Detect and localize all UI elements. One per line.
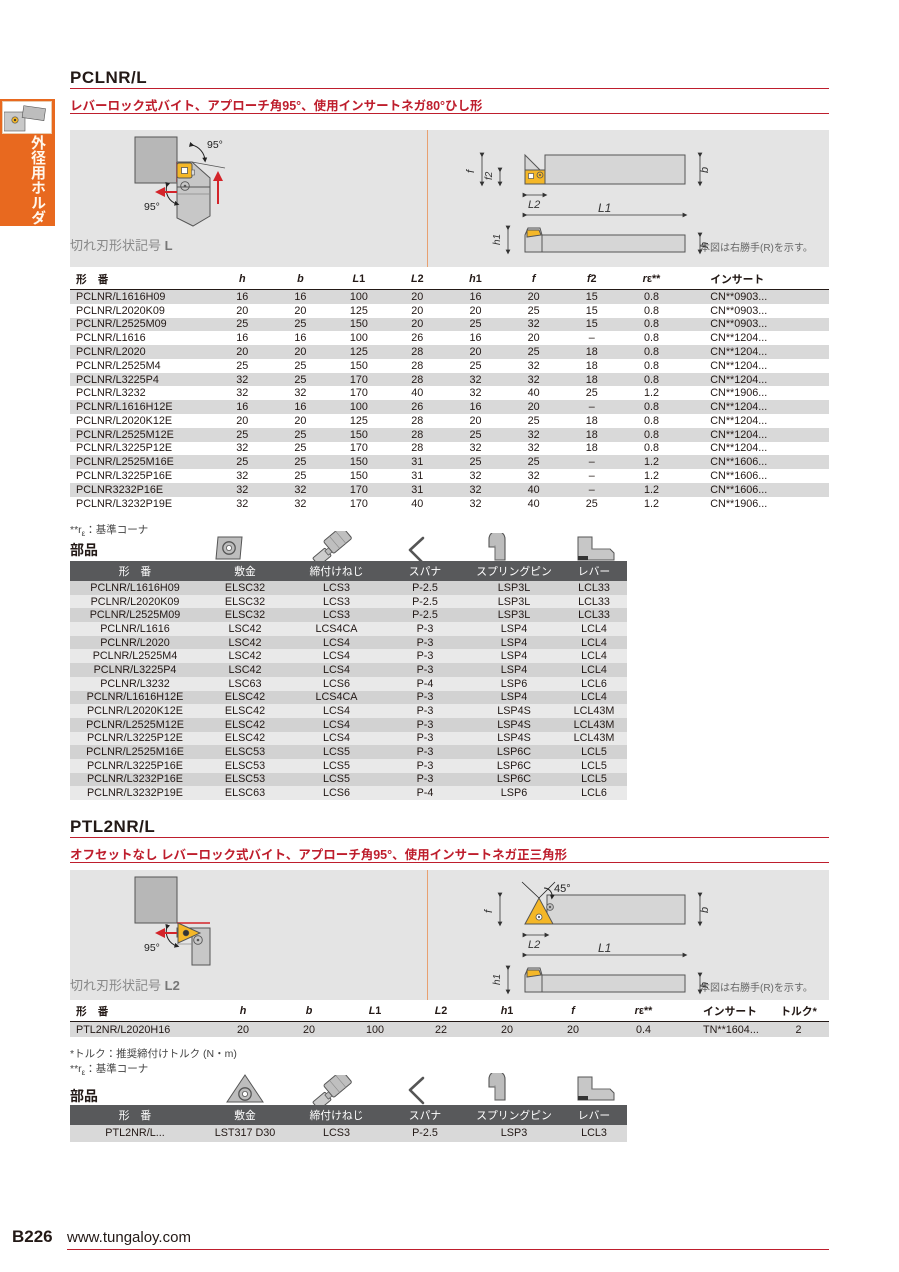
svg-text:L2: L2: [528, 939, 540, 951]
svg-text:45°: 45°: [554, 883, 571, 895]
svg-text:L2: L2: [528, 199, 540, 211]
svg-text:95°: 95°: [207, 139, 223, 151]
svg-text:h1: h1: [492, 234, 503, 245]
svg-text:h: h: [699, 242, 711, 248]
svg-text:95°: 95°: [144, 942, 160, 954]
svg-text:L1: L1: [598, 941, 611, 955]
svg-text:h1: h1: [492, 974, 503, 985]
svg-text:f: f: [465, 169, 477, 173]
svg-text:95°: 95°: [144, 201, 160, 213]
svg-text:f: f: [483, 909, 495, 913]
svg-text:b: b: [699, 907, 711, 913]
svg-text:L1: L1: [598, 201, 611, 215]
svg-text:h: h: [699, 982, 711, 988]
svg-text:f2: f2: [484, 171, 495, 180]
svg-text:b: b: [699, 167, 711, 173]
